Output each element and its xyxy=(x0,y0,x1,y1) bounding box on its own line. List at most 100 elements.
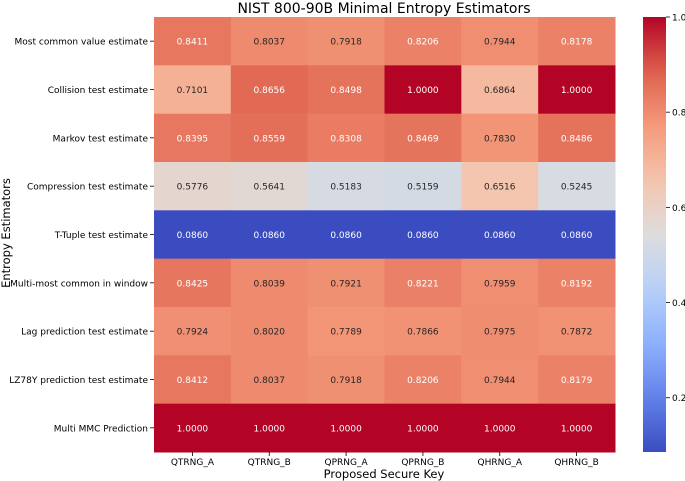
heatmap-cell xyxy=(154,307,232,356)
cell-value-label: 0.8206 xyxy=(407,376,439,386)
heatmap-cell xyxy=(384,17,462,66)
heatmap-cell xyxy=(230,403,309,453)
colorbar-ticks: 0.2 0.4 0.6 0.8 1.0 xyxy=(666,14,685,404)
cell-value-label: 0.8221 xyxy=(407,279,439,289)
heatmap-cell xyxy=(230,258,309,308)
row-labels: Most common value estimate Collision test… xyxy=(9,38,154,434)
cell-value-label: 0.8206 xyxy=(407,38,439,48)
heatmap-cell xyxy=(384,210,462,260)
cell-value-label: 0.8192 xyxy=(561,279,593,289)
heatmap-cell xyxy=(384,307,462,356)
cell-value-label: 1.0000 xyxy=(484,424,516,434)
cell-value-label: 0.7918 xyxy=(330,38,362,48)
cell-value-label: 0.8308 xyxy=(330,134,362,144)
cell-value-label: 0.0860 xyxy=(561,231,593,241)
cell-value-label: 0.6516 xyxy=(484,183,516,193)
cell-value-label: 0.7830 xyxy=(484,134,516,144)
cell-value-label: 0.5776 xyxy=(177,183,209,193)
heatmap-cell xyxy=(538,403,616,453)
chart-title: NIST 800-90B Minimal Entropy Estimators xyxy=(237,1,530,17)
heatmap-cell xyxy=(307,65,385,115)
cell-value-label: 1.0000 xyxy=(561,86,593,96)
heatmap-cell xyxy=(384,258,462,308)
heatmap-cell xyxy=(538,113,616,163)
row-label: Collision test estimate xyxy=(48,86,149,96)
heatmap-cell xyxy=(154,17,232,66)
heatmap-cell xyxy=(230,17,309,66)
cell-value-label: 0.8412 xyxy=(177,376,209,386)
cell-value-label: 0.0860 xyxy=(484,231,516,241)
heatmap-cell xyxy=(538,307,616,356)
cell-value-label: 0.8469 xyxy=(407,134,439,144)
column-label: QTRNG_B xyxy=(248,458,291,468)
cell-value-label: 0.7789 xyxy=(330,328,362,338)
cell-value-label: 0.8486 xyxy=(561,134,593,144)
cell-value-label: 0.5245 xyxy=(561,183,593,193)
heatmap-cell xyxy=(461,162,539,211)
x-axis-label: Proposed Secure Key xyxy=(324,467,445,481)
heatmap-cell xyxy=(154,210,232,260)
heatmap-cell xyxy=(461,210,539,260)
row-label: Compression test estimate xyxy=(27,183,148,193)
cell-value-label: 1.0000 xyxy=(561,424,593,434)
heatmap-cell xyxy=(384,113,462,163)
heatmap-cells xyxy=(154,17,616,453)
colorbar-tick-label: 0.4 xyxy=(672,299,685,309)
heatmap-cell xyxy=(307,210,385,260)
cell-value-label: 0.7101 xyxy=(177,86,209,96)
cell-value-label: 1.0000 xyxy=(330,424,362,434)
heatmap-cell xyxy=(384,403,462,453)
heatmap-cell xyxy=(461,258,539,308)
cell-value-label: 0.8039 xyxy=(254,279,286,289)
cell-value-label: 0.8179 xyxy=(561,376,593,386)
row-label: Most common value estimate xyxy=(15,38,149,48)
row-label: Markov test estimate xyxy=(53,134,149,144)
heatmap-cell xyxy=(230,307,309,356)
cell-value-label: 1.0000 xyxy=(407,86,439,96)
heatmap-cell xyxy=(538,162,616,211)
row-label: LZ78Y prediction test estimate xyxy=(9,376,148,386)
cell-value-label: 0.7944 xyxy=(484,38,516,48)
cell-value-label: 0.0860 xyxy=(407,231,439,241)
cell-value-label: 0.5641 xyxy=(254,183,286,193)
heatmap-cell xyxy=(307,355,385,405)
cell-value-label: 0.7944 xyxy=(484,376,516,386)
heatmap-cell xyxy=(384,65,462,115)
colorbar-tick-label: 0.8 xyxy=(672,109,685,119)
heatmap-cell xyxy=(154,403,232,453)
cell-value-label: 1.0000 xyxy=(254,424,286,434)
cell-value-label: 0.6864 xyxy=(484,86,516,96)
colorbar-tick-label: 1.0 xyxy=(672,14,685,24)
heatmap-cell xyxy=(154,355,232,405)
column-label: QHRNG_A xyxy=(478,458,523,468)
cell-value-label: 0.7959 xyxy=(484,279,516,289)
heatmap-cell xyxy=(538,65,616,115)
heatmap-cell xyxy=(154,65,232,115)
heatmap-cell xyxy=(230,113,309,163)
heatmap-cell xyxy=(538,258,616,308)
heatmap-cell xyxy=(230,162,309,211)
y-axis-label: Entropy Estimators xyxy=(0,178,13,288)
heatmap-cell xyxy=(307,113,385,163)
heatmap-cell xyxy=(461,113,539,163)
cell-value-label: 0.8411 xyxy=(177,38,209,48)
cell-value-label: 0.8559 xyxy=(254,134,286,144)
heatmap-cell xyxy=(538,210,616,260)
cell-value-label: 0.7872 xyxy=(561,328,593,338)
cell-value-label: 0.7866 xyxy=(407,328,439,338)
column-label: QTRNG_A xyxy=(171,458,215,468)
heatmap-cell xyxy=(154,258,232,308)
heatmap-cell xyxy=(307,258,385,308)
column-labels: QTRNG_A QTRNG_B QPRNG_A QPRNG_B QHRNG_A QHRNG… xyxy=(171,452,599,468)
cell-value-label: 0.8425 xyxy=(177,279,209,289)
heatmap-cell xyxy=(307,307,385,356)
heatmap-cell xyxy=(538,355,616,405)
cell-value-label: 0.8498 xyxy=(330,86,362,96)
cell-value-label: 0.8656 xyxy=(254,86,286,96)
column-label: QPRNG_A xyxy=(325,458,369,468)
cell-value-label: 0.8037 xyxy=(254,376,286,386)
row-label: Multi-most common in window xyxy=(10,279,148,289)
cell-value-label: 1.0000 xyxy=(407,424,439,434)
colorbar-tick-label: 0.6 xyxy=(672,204,685,214)
